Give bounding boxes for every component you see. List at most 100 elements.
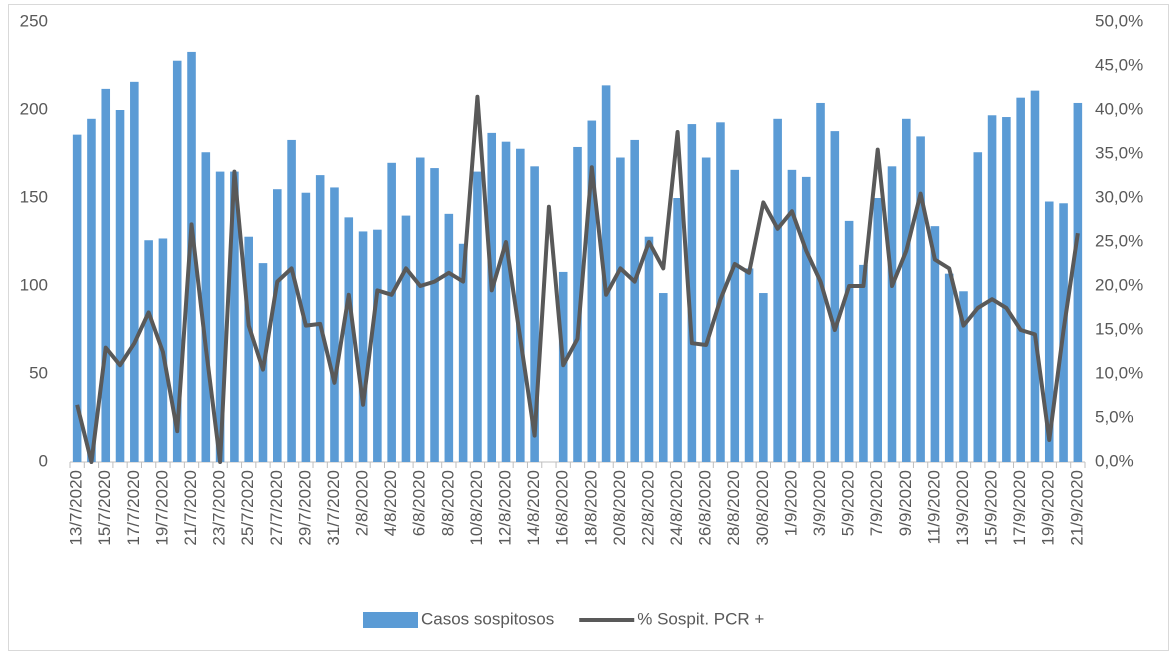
- x-tick-label: 19/9/2020: [1039, 470, 1058, 546]
- bar: [730, 169, 740, 462]
- y2-tick-label: 10,0%: [1095, 363, 1143, 382]
- x-tick-label: 16/8/2020: [553, 470, 572, 546]
- bar: [716, 122, 725, 462]
- bar: [773, 118, 782, 463]
- bar: [444, 213, 454, 462]
- bar: [844, 220, 854, 462]
- bar: [1016, 97, 1025, 463]
- bar: [273, 189, 282, 462]
- y2-tick-label: 5,0%: [1095, 407, 1134, 426]
- y-tick-label: 100: [20, 275, 48, 294]
- x-tick-label: 14/8/2020: [524, 470, 543, 546]
- bar: [859, 264, 868, 462]
- bar: [944, 273, 954, 462]
- bar: [487, 132, 497, 462]
- y-tick-label: 0: [39, 451, 48, 470]
- bar: [673, 198, 682, 462]
- bar: [215, 171, 225, 462]
- bar: [230, 171, 239, 462]
- bar: [130, 81, 139, 462]
- bar: [1073, 102, 1083, 463]
- x-tick-label: 13/9/2020: [953, 470, 972, 546]
- bar: [530, 166, 539, 462]
- x-tick-label: 21/9/2020: [1067, 470, 1086, 546]
- x-tick-label: 6/8/2020: [410, 470, 429, 536]
- x-tick-label: 12/8/2020: [496, 470, 515, 546]
- x-tick-label: 15/7/2020: [95, 470, 114, 546]
- x-tick-label: 13/7/2020: [67, 470, 86, 546]
- x-tick-label: 9/9/2020: [896, 470, 915, 536]
- bar: [1002, 117, 1011, 462]
- x-tick-label: 17/7/2020: [124, 470, 143, 546]
- bar: [916, 136, 925, 462]
- y-tick-label: 150: [20, 187, 48, 206]
- bar: [658, 293, 668, 462]
- x-tick-label: 1/9/2020: [781, 470, 800, 536]
- x-tick-label: 7/9/2020: [867, 470, 886, 536]
- x-tick-label: 23/7/2020: [210, 470, 229, 546]
- bar: [959, 291, 968, 462]
- bar: [144, 240, 153, 462]
- x-tick-label: 20/8/2020: [610, 470, 629, 546]
- x-tick-label: 28/8/2020: [724, 470, 743, 546]
- x-tick-label: 22/8/2020: [638, 470, 657, 546]
- x-tick-label: 18/8/2020: [581, 470, 600, 546]
- bar: [930, 226, 940, 462]
- bar: [430, 168, 439, 462]
- x-tick-label: 2/8/2020: [353, 470, 372, 536]
- bar: [516, 148, 525, 462]
- bar: [616, 157, 625, 462]
- bar: [415, 157, 425, 462]
- bar: [344, 217, 354, 462]
- bar: [987, 115, 997, 462]
- x-tick-label: 30/8/2020: [753, 470, 772, 546]
- bar: [387, 162, 396, 463]
- bar: [287, 139, 296, 463]
- x-tick-label: 11/9/2020: [924, 470, 943, 544]
- x-tick-label: 10/8/2020: [467, 470, 486, 546]
- y-tick-label: 200: [20, 99, 48, 118]
- bar: [244, 236, 253, 462]
- bar: [887, 166, 897, 462]
- bar: [630, 139, 639, 463]
- line: [75, 94, 1080, 464]
- x-tick-label: 17/9/2020: [1010, 470, 1029, 546]
- y-tick-label: 50: [29, 363, 48, 382]
- y2-tick-label: 20,0%: [1095, 275, 1143, 294]
- bar: [172, 60, 182, 462]
- x-tick-label: 27/7/2020: [267, 470, 286, 546]
- bar: [501, 141, 511, 462]
- x-tick-label: 5/9/2020: [839, 470, 858, 536]
- x-tick-label: 19/7/2020: [152, 470, 171, 546]
- x-tick-label: 24/8/2020: [667, 470, 686, 546]
- bar: [1030, 90, 1040, 462]
- bar: [101, 88, 111, 462]
- y2-tick-label: 30,0%: [1095, 187, 1143, 206]
- x-tick-label: 8/8/2020: [438, 470, 457, 536]
- bar: [801, 176, 811, 462]
- bar: [573, 146, 582, 462]
- bar: [115, 110, 125, 462]
- bar: [330, 187, 339, 462]
- x-tick-label: 29/7/2020: [295, 470, 314, 546]
- y2-tick-label: 25,0%: [1095, 231, 1143, 250]
- bar: [687, 124, 697, 462]
- y-tick-label: 250: [20, 11, 48, 30]
- bar: [830, 131, 840, 462]
- bar: [373, 229, 382, 462]
- y2-tick-label: 45,0%: [1095, 55, 1143, 74]
- bar: [787, 169, 797, 462]
- y2-tick-label: 40,0%: [1095, 99, 1143, 118]
- bar: [644, 236, 654, 462]
- bar: [873, 198, 882, 462]
- x-tick-label: 26/8/2020: [696, 470, 715, 546]
- bar: [701, 157, 711, 462]
- legend-label: % Sospit. PCR +: [637, 609, 764, 628]
- bar: [401, 215, 411, 462]
- y2-tick-label: 0,0%: [1095, 451, 1134, 470]
- x-tick-label: 4/8/2020: [381, 470, 400, 536]
- bar: [358, 231, 368, 462]
- legend-label: Casos sospitosos: [421, 609, 554, 628]
- bar: [187, 51, 196, 463]
